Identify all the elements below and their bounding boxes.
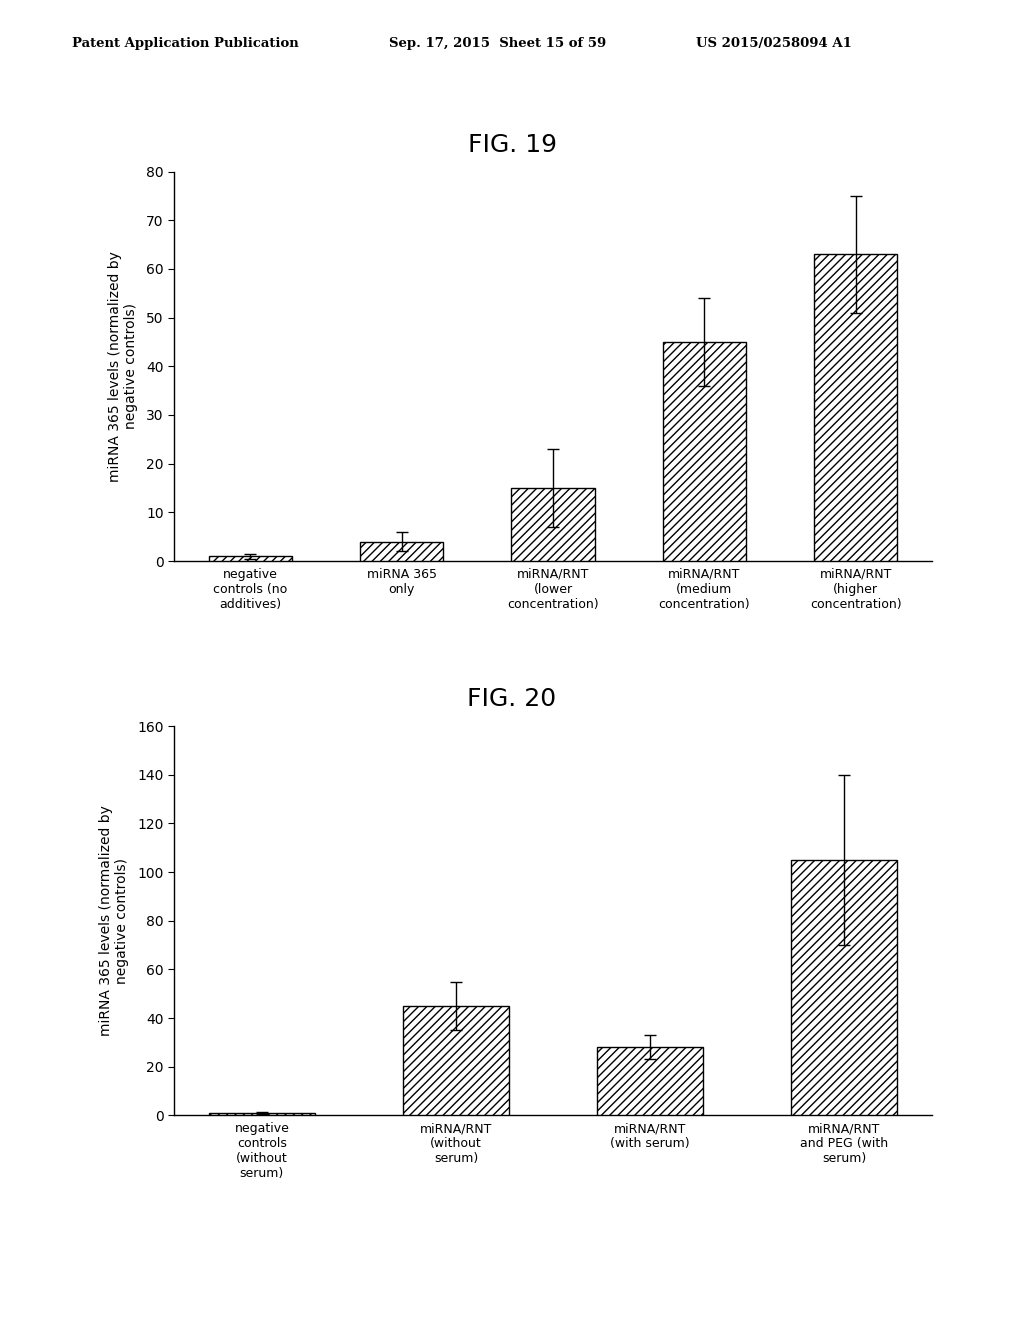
Bar [597,1047,703,1115]
Text: US 2015/0258094 A1: US 2015/0258094 A1 [696,37,852,50]
Text: FIG. 19: FIG. 19 [468,133,556,157]
Text: Patent Application Publication: Patent Application Publication [72,37,298,50]
Bar [663,342,746,561]
Bar [511,488,595,561]
Y-axis label: miRNA 365 levels (normalized by
negative controls): miRNA 365 levels (normalized by negative… [98,805,129,1036]
Y-axis label: miRNA 365 levels (normalized by
negative controls): miRNA 365 levels (normalized by negative… [108,251,137,482]
Bar [402,1006,509,1115]
Bar [814,255,897,561]
Bar [791,859,897,1115]
Text: Sep. 17, 2015  Sheet 15 of 59: Sep. 17, 2015 Sheet 15 of 59 [389,37,606,50]
Bar [359,541,443,561]
Bar [209,1113,315,1115]
Text: FIG. 20: FIG. 20 [467,688,557,711]
Bar [209,556,292,561]
